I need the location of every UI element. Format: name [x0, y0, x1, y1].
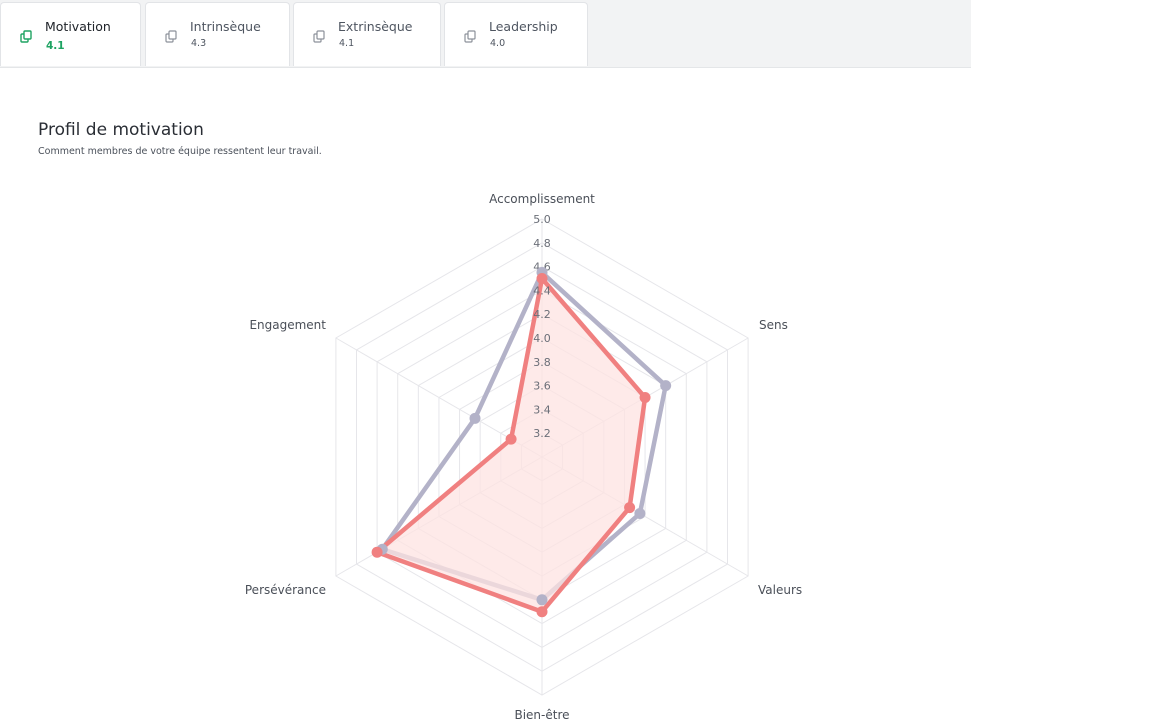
tab-motivation[interactable]: Motivation 4.1: [0, 2, 141, 66]
radar-axis-label: Valeurs: [758, 583, 802, 597]
tab-score: 4.0: [490, 38, 506, 49]
series-reference-point: [536, 594, 548, 606]
copy-icon: [165, 30, 177, 43]
metric-tab-bar: Motivation 4.1 Intrinsèque 4.3 Extrinsèq…: [0, 0, 971, 68]
series-team-point: [371, 546, 383, 558]
radar-axis-label: Accomplissement: [489, 192, 595, 206]
tab-label: Leadership: [489, 19, 558, 34]
radar-tick-label: 5.0: [533, 213, 551, 226]
tab-label: Intrinsèque: [190, 19, 261, 34]
series-team-point: [624, 502, 636, 514]
series-team-point: [536, 273, 548, 284]
radar-tick-label: 4.0: [533, 332, 551, 345]
section-title: Profil de motivation: [38, 120, 204, 140]
tab-extrinseque[interactable]: Extrinsèque 4.1: [293, 2, 441, 66]
tab-score: 4.3: [191, 38, 207, 49]
radar-tick-label: 3.2: [533, 427, 551, 440]
radar-axis-label: Persévérance: [245, 583, 326, 597]
tab-label: Extrinsèque: [338, 19, 413, 34]
series-reference-point: [469, 412, 481, 424]
series-reference-point: [660, 380, 672, 392]
copy-icon: [313, 30, 325, 43]
radar-tick-label: 3.8: [533, 356, 551, 369]
series-team-point: [505, 433, 517, 445]
radar-axis-label: Engagement: [249, 318, 326, 332]
series-team-point: [639, 392, 651, 403]
radar-axis-label: Sens: [759, 318, 788, 332]
radar-tick-label: 3.4: [533, 403, 551, 416]
tab-score: 4.1: [339, 38, 355, 49]
copy-icon: [20, 30, 32, 43]
series-team-point: [536, 606, 548, 618]
tab-score: 4.1: [46, 40, 65, 52]
radar-tick-label: 4.4: [533, 284, 551, 297]
series-reference-point: [634, 508, 646, 520]
radar-tick-label: 4.8: [533, 237, 551, 250]
copy-icon: [464, 30, 476, 43]
tab-label: Motivation: [45, 19, 111, 34]
radar-axis-label: Bien-être: [514, 708, 569, 722]
tab-intrinseque[interactable]: Intrinsèque 4.3: [145, 2, 290, 66]
radar-tick-label: 4.2: [533, 308, 551, 321]
tab-leadership[interactable]: Leadership 4.0: [444, 2, 588, 66]
radar-tick-label: 3.6: [533, 380, 551, 393]
section-subtitle: Comment membres de votre équipe ressente…: [38, 146, 322, 157]
